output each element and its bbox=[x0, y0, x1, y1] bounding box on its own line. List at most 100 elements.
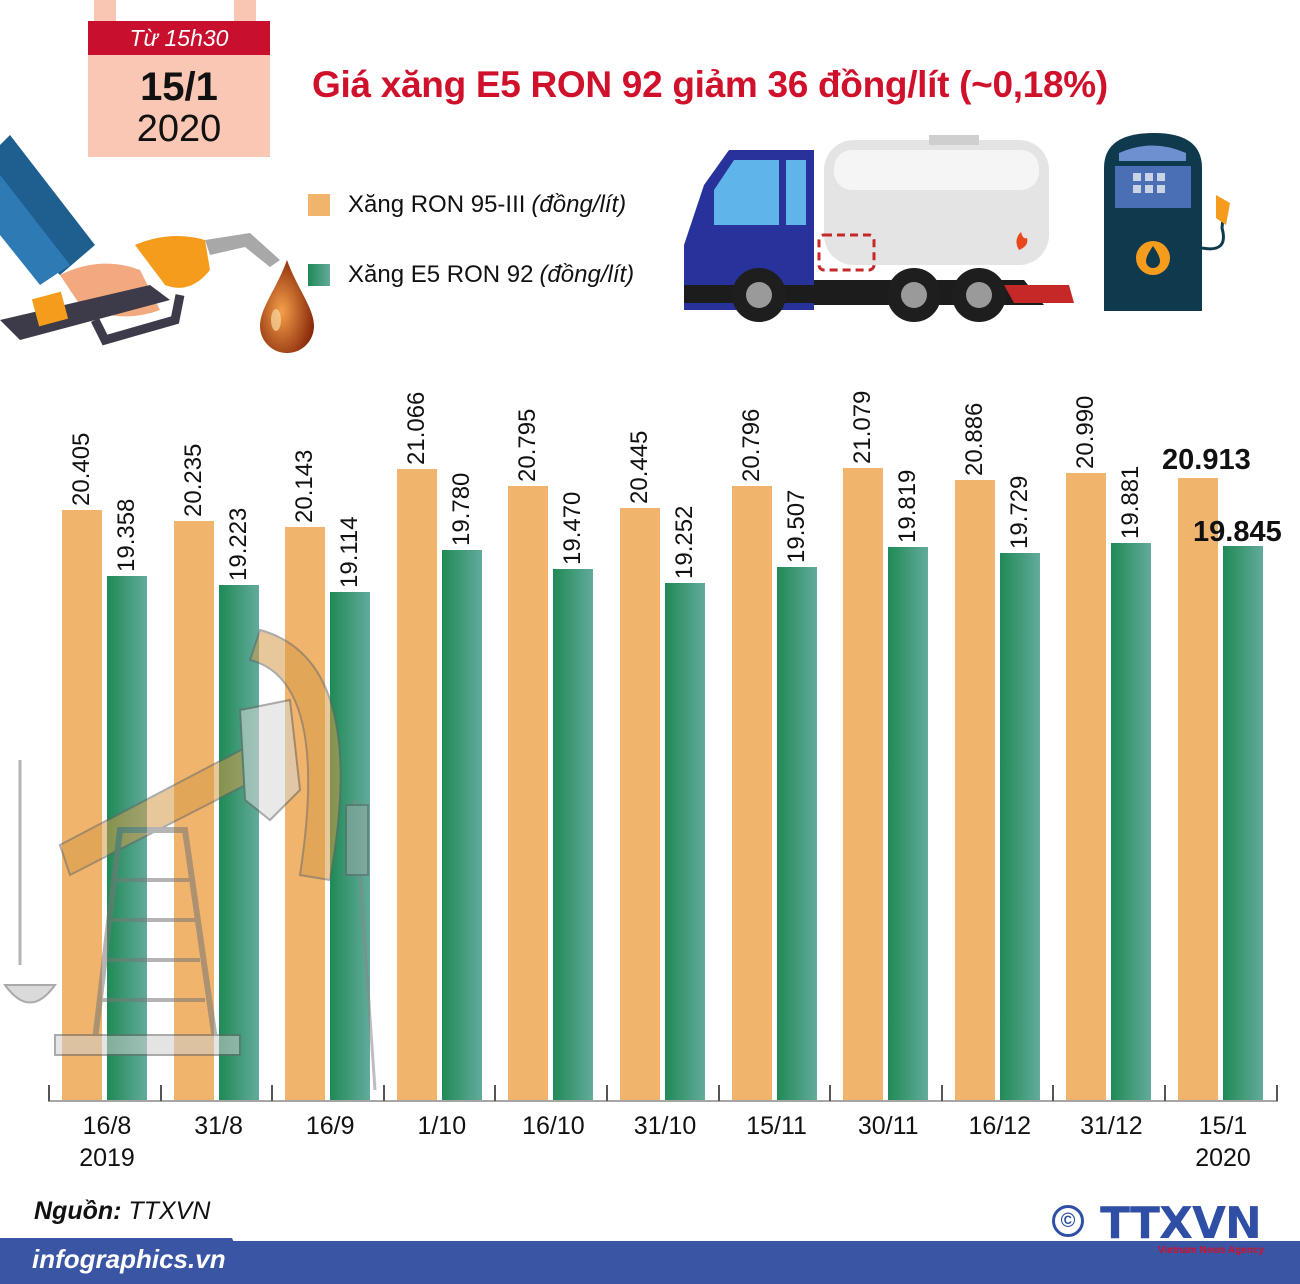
source-label: Nguồn: bbox=[34, 1197, 122, 1225]
logo-tagline: Vietnam News Agency bbox=[1158, 1245, 1265, 1256]
legend-label: Xăng E5 RON 92 bbox=[348, 261, 534, 288]
x-axis-tick bbox=[271, 1085, 274, 1101]
bar-value-label: 19.881 bbox=[1117, 465, 1145, 540]
bar-value-label: 20.886 bbox=[960, 402, 988, 476]
x-axis-label: 16/8 2019 bbox=[52, 1110, 162, 1174]
x-axis-label: 16/9 bbox=[275, 1110, 385, 1142]
x-axis-label-line: 16/8 bbox=[82, 1112, 132, 1140]
x-axis-tick bbox=[1052, 1085, 1055, 1101]
x-axis-label-line: 16/12 bbox=[968, 1112, 1032, 1140]
legend-unit: (đồng/lít) bbox=[539, 261, 635, 288]
x-axis-label-line: 16/10 bbox=[522, 1112, 585, 1140]
bar-value-label: 19.114 bbox=[336, 516, 364, 588]
x-axis-label: 31/8 bbox=[164, 1110, 274, 1142]
bar-value-label: 19.729 bbox=[1005, 475, 1033, 549]
bar-e5ron92 bbox=[1223, 545, 1263, 1100]
x-axis-label-line: 1/10 bbox=[417, 1112, 467, 1140]
bar-ron95 bbox=[954, 479, 995, 1100]
tanker-truck-icon bbox=[684, 135, 1074, 322]
calendar-day: 15/1 bbox=[140, 65, 218, 109]
x-axis-label-line: 15/11 bbox=[746, 1112, 807, 1140]
x-axis-label-line: 31/10 bbox=[633, 1112, 697, 1140]
oil-pump-jack-icon bbox=[3, 628, 377, 1090]
bar-value-label: 19.223 bbox=[224, 507, 252, 581]
legend-item-ron95: Xăng RON 95-III (đồng/lít) bbox=[308, 188, 634, 222]
bar-value-label: 20.445 bbox=[626, 430, 653, 504]
x-axis-label: 30/11 bbox=[833, 1110, 943, 1142]
x-axis-label-line: 2019 bbox=[79, 1144, 135, 1172]
oil-drop-icon bbox=[260, 260, 314, 353]
date-calendar-badge: Từ 15h30 15/1 2020 bbox=[88, 0, 270, 157]
footer-tab-shape bbox=[0, 1238, 247, 1271]
bar-e5ron92 bbox=[776, 566, 817, 1100]
x-axis-label: 15/11 bbox=[722, 1110, 832, 1142]
bar-value-label: 20.235 bbox=[179, 443, 207, 518]
bar-value-label: 20.143 bbox=[291, 449, 319, 523]
bar-e5ron92 bbox=[1111, 543, 1152, 1100]
legend-label: Xăng RON 95-III bbox=[348, 191, 526, 218]
x-axis-tick bbox=[940, 1085, 943, 1101]
x-axis-tick bbox=[494, 1085, 497, 1101]
legend-swatch-orange bbox=[308, 194, 330, 216]
bar-value-label: 19.358 bbox=[113, 498, 140, 573]
x-axis-label-line: 31/8 bbox=[194, 1112, 243, 1140]
x-axis-tick bbox=[1275, 1085, 1278, 1101]
x-axis-tick bbox=[382, 1085, 385, 1101]
bar-value-label: 19.819 bbox=[894, 469, 922, 544]
fuel-pump-icon bbox=[1104, 133, 1230, 311]
bar-e5ron92 bbox=[218, 584, 259, 1100]
bar-e5ron92 bbox=[553, 569, 594, 1100]
bar-ron95 bbox=[731, 485, 772, 1100]
calendar-time-label: Từ 15h30 bbox=[88, 21, 270, 55]
copyright-icon: © bbox=[1052, 1205, 1084, 1237]
calendar-ring-right bbox=[234, 0, 256, 26]
x-axis-tick bbox=[717, 1085, 720, 1101]
bar-ron95 bbox=[508, 485, 549, 1100]
bar-value-label: 19.780 bbox=[447, 472, 475, 546]
page-title: Giá xăng E5 RON 92 giảm 36 đồng/lít (~0,… bbox=[312, 64, 1108, 105]
x-axis-label: 1/10 bbox=[387, 1110, 497, 1142]
bar-ron95 bbox=[1178, 478, 1218, 1100]
bar-e5ron92 bbox=[888, 547, 929, 1100]
calendar-body: 15/1 2020 bbox=[88, 55, 270, 157]
x-axis-tick bbox=[159, 1085, 162, 1101]
x-axis-tick bbox=[829, 1085, 832, 1101]
calendar-ring-left bbox=[94, 0, 116, 26]
legend-item-e5ron92: Xăng E5 RON 92 (đồng/lít) bbox=[308, 258, 634, 292]
bar-value-label: 20.796 bbox=[737, 408, 765, 482]
bar-value-label: 19.845 bbox=[1193, 515, 1282, 548]
bar-value-label: 21.066 bbox=[402, 391, 430, 465]
chart-legend: Xăng RON 95-III (đồng/lít) Xăng E5 RON 9… bbox=[308, 188, 634, 328]
fuel-nozzle-hand-icon bbox=[0, 135, 280, 346]
x-axis-label-line: 31/12 bbox=[1080, 1112, 1143, 1140]
bar-value-label: 19.470 bbox=[559, 491, 587, 566]
x-axis-tick bbox=[606, 1085, 608, 1101]
x-axis-label-line: 30/11 bbox=[857, 1112, 919, 1140]
bar-ron95 bbox=[843, 467, 884, 1100]
x-axis-tick bbox=[48, 1085, 50, 1101]
site-link[interactable]: infographics.vn bbox=[32, 1244, 226, 1274]
source-value: TTXVN bbox=[128, 1197, 211, 1225]
bar-e5ron92 bbox=[999, 552, 1040, 1100]
bar-ron95 bbox=[396, 468, 437, 1100]
legend-unit: (đồng/lít) bbox=[531, 191, 627, 218]
bar-value-label: 20.405 bbox=[68, 432, 95, 507]
ttxvn-logo: TTXVN bbox=[1100, 1198, 1262, 1249]
bar-value-label: 20.795 bbox=[514, 408, 542, 482]
x-axis-label-line: 16/9 bbox=[305, 1112, 355, 1140]
bar-value-label: 21.079 bbox=[849, 390, 877, 464]
x-axis-label: 16/10 bbox=[498, 1110, 608, 1142]
bar-value-label: 20.913 bbox=[1162, 444, 1251, 477]
x-axis-label: 16/12 bbox=[945, 1110, 1055, 1142]
x-axis-label: 31/12 bbox=[1056, 1110, 1166, 1142]
source-credit: Nguồn: TTXVN bbox=[34, 1197, 210, 1226]
x-axis-label: 31/10 bbox=[610, 1110, 720, 1142]
bar-e5ron92 bbox=[441, 549, 482, 1100]
x-axis bbox=[48, 1100, 1278, 1102]
bar-e5ron92 bbox=[665, 583, 705, 1100]
x-axis-label-line: 2020 bbox=[1195, 1144, 1251, 1172]
bar-ron95 bbox=[62, 510, 102, 1100]
legend-swatch-green bbox=[308, 264, 330, 286]
bar-value-label: 19.252 bbox=[671, 505, 698, 580]
